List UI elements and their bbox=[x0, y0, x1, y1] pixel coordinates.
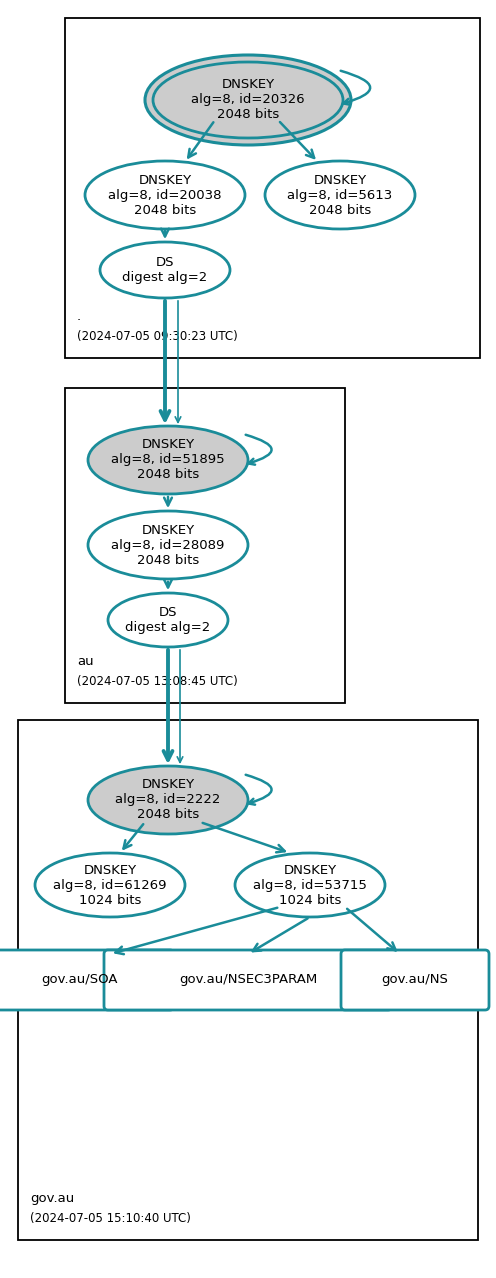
Ellipse shape bbox=[145, 55, 351, 144]
FancyBboxPatch shape bbox=[104, 950, 392, 1010]
Text: gov.au/SOA: gov.au/SOA bbox=[42, 974, 118, 987]
Text: DNSKEY
alg=8, id=20326
2048 bits: DNSKEY alg=8, id=20326 2048 bits bbox=[191, 78, 305, 121]
Text: DS
digest alg=2: DS digest alg=2 bbox=[125, 606, 211, 634]
Text: DNSKEY
alg=8, id=28089
2048 bits: DNSKEY alg=8, id=28089 2048 bits bbox=[111, 524, 225, 566]
Ellipse shape bbox=[88, 511, 248, 579]
Ellipse shape bbox=[265, 161, 415, 229]
Text: DNSKEY
alg=8, id=5613
2048 bits: DNSKEY alg=8, id=5613 2048 bits bbox=[287, 174, 393, 216]
FancyBboxPatch shape bbox=[341, 950, 489, 1010]
Text: gov.au/NS: gov.au/NS bbox=[381, 974, 448, 987]
Text: DNSKEY
alg=8, id=2222
2048 bits: DNSKEY alg=8, id=2222 2048 bits bbox=[115, 778, 221, 822]
Bar bbox=[65, 18, 480, 358]
Text: DNSKEY
alg=8, id=20038
2048 bits: DNSKEY alg=8, id=20038 2048 bits bbox=[108, 174, 222, 216]
Ellipse shape bbox=[235, 852, 385, 918]
Text: gov.au: gov.au bbox=[30, 1192, 74, 1205]
Text: (2024-07-05 09:30:23 UTC): (2024-07-05 09:30:23 UTC) bbox=[77, 330, 238, 343]
Text: .: . bbox=[77, 311, 81, 323]
Bar bbox=[18, 720, 478, 1240]
Text: (2024-07-05 13:08:45 UTC): (2024-07-05 13:08:45 UTC) bbox=[77, 675, 238, 688]
Ellipse shape bbox=[108, 593, 228, 647]
FancyBboxPatch shape bbox=[0, 950, 174, 1010]
Text: gov.au/NSEC3PARAM: gov.au/NSEC3PARAM bbox=[179, 974, 317, 987]
Text: DS
digest alg=2: DS digest alg=2 bbox=[123, 256, 208, 284]
Text: DNSKEY
alg=8, id=53715
1024 bits: DNSKEY alg=8, id=53715 1024 bits bbox=[253, 864, 367, 906]
Ellipse shape bbox=[100, 242, 230, 298]
Ellipse shape bbox=[88, 426, 248, 495]
Ellipse shape bbox=[88, 766, 248, 835]
Text: DNSKEY
alg=8, id=61269
1024 bits: DNSKEY alg=8, id=61269 1024 bits bbox=[53, 864, 167, 906]
Bar bbox=[65, 389, 345, 703]
Ellipse shape bbox=[153, 63, 343, 138]
Text: DNSKEY
alg=8, id=51895
2048 bits: DNSKEY alg=8, id=51895 2048 bits bbox=[111, 438, 225, 482]
Ellipse shape bbox=[85, 161, 245, 229]
Text: au: au bbox=[77, 656, 94, 668]
Ellipse shape bbox=[35, 852, 185, 918]
Text: (2024-07-05 15:10:40 UTC): (2024-07-05 15:10:40 UTC) bbox=[30, 1212, 191, 1226]
